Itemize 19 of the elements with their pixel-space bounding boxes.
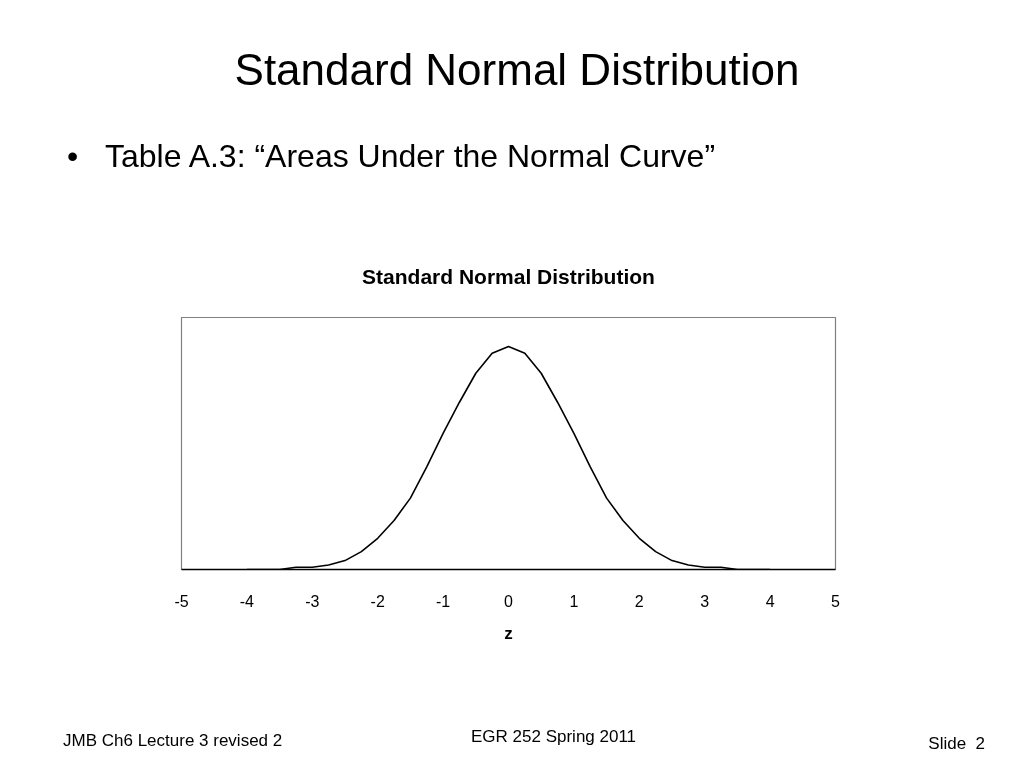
- x-tick-label: -3: [305, 592, 320, 610]
- text: Table A.3: “Areas Under the Normal Curve”: [105, 137, 716, 176]
- x-axis-title: z: [504, 623, 513, 643]
- chart-title: Standard Normal Distribution: [362, 265, 655, 288]
- text: EGR 252 Spring 2011: [471, 726, 637, 748]
- x-tick-label: 1: [569, 592, 579, 610]
- text: •: [67, 137, 79, 176]
- x-tick-label: -4: [239, 592, 255, 610]
- text: Standard Normal Distribution: [233, 44, 801, 96]
- x-tick-label: 2: [634, 592, 644, 610]
- x-tick-label: 4: [765, 592, 775, 610]
- x-tick-label: -1: [435, 592, 451, 610]
- x-tick-label: -5: [174, 592, 189, 610]
- text: Slide 2: [928, 733, 985, 755]
- text: JMB Ch6 Lecture 3 revised 2: [63, 730, 283, 752]
- x-tick-label: 3: [700, 592, 710, 610]
- x-tick-label: -2: [370, 592, 385, 610]
- x-tick-label: 5: [831, 592, 841, 610]
- x-tick-label: 0: [504, 592, 514, 610]
